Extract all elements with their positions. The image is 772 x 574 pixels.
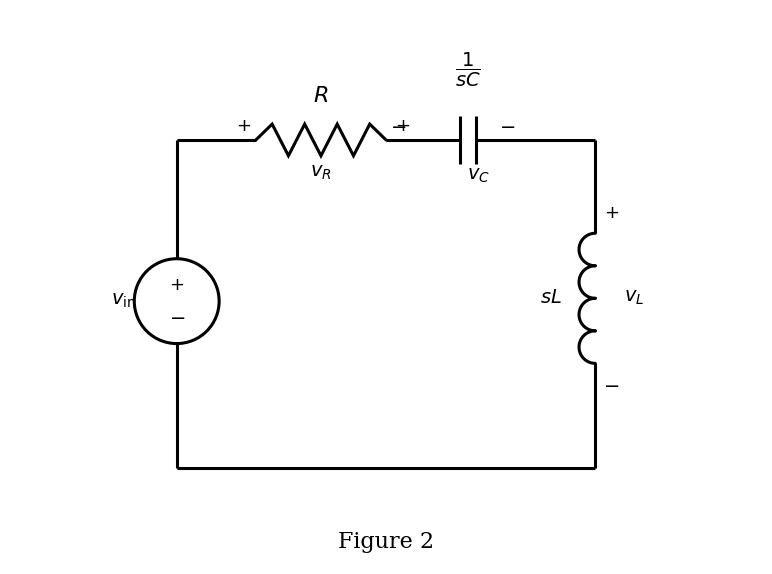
Text: Figure 2: Figure 2: [338, 530, 434, 553]
Text: $v_R$: $v_R$: [310, 164, 332, 182]
Text: $R$: $R$: [313, 85, 329, 107]
Text: $+$: $+$: [395, 117, 411, 135]
Text: $-$: $-$: [391, 117, 407, 135]
Text: $sL$: $sL$: [540, 289, 561, 307]
Text: $v_C$: $v_C$: [467, 167, 489, 185]
Text: $-$: $-$: [168, 308, 185, 326]
Text: $\dfrac{1}{sC}$: $\dfrac{1}{sC}$: [455, 51, 481, 89]
Text: $v_L$: $v_L$: [624, 289, 644, 308]
Text: $-$: $-$: [499, 117, 516, 135]
Text: $v_{\mathrm{in}}$: $v_{\mathrm{in}}$: [111, 292, 136, 311]
Text: $+$: $+$: [236, 117, 251, 135]
Text: $-$: $-$: [603, 375, 619, 394]
Text: $+$: $+$: [169, 276, 185, 294]
Text: $+$: $+$: [604, 204, 618, 223]
